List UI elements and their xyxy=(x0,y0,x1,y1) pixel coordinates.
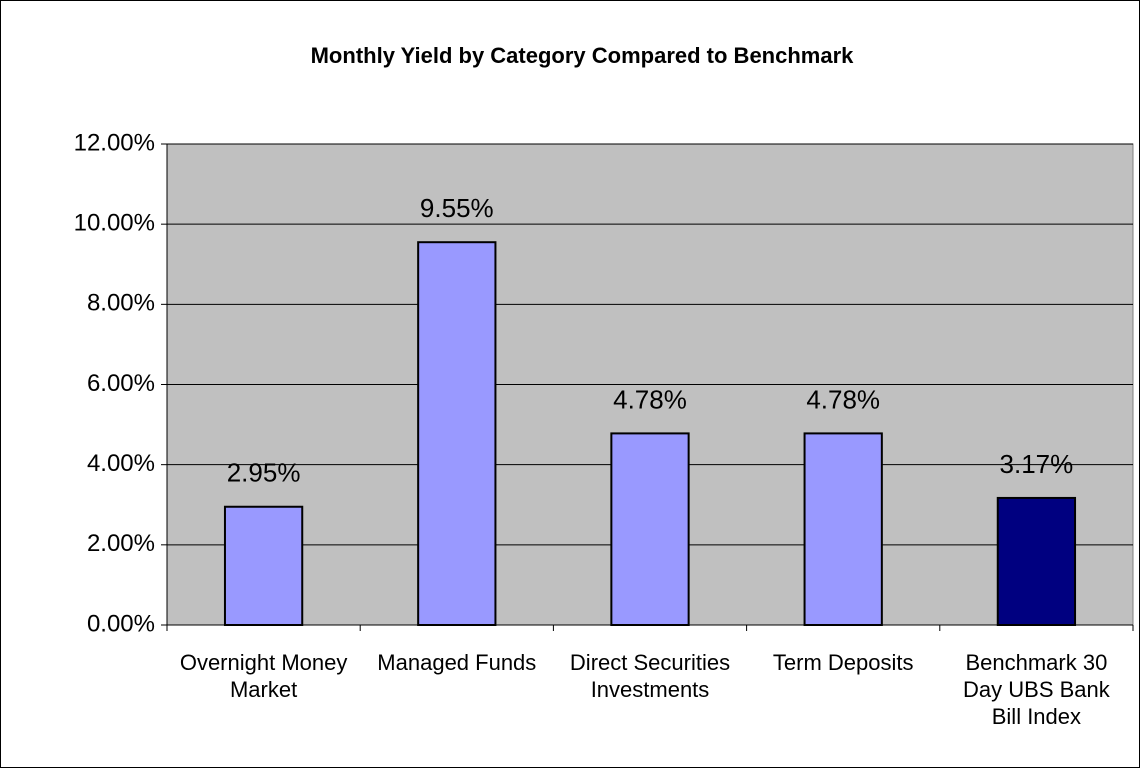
bar xyxy=(417,241,497,626)
x-tick-label: Benchmark 30 Day UBS Bank Bill Index xyxy=(963,650,1110,729)
bar xyxy=(996,496,1077,626)
y-tick-label: 4.00% xyxy=(87,450,155,477)
bar xyxy=(610,432,690,626)
y-tick-label: 0.00% xyxy=(87,610,155,637)
y-tick-label: 2.00% xyxy=(87,530,155,557)
bar xyxy=(803,432,883,626)
data-label: 2.95% xyxy=(227,458,301,488)
x-tick-label: Managed Funds xyxy=(377,650,537,675)
y-tick-label: 10.00% xyxy=(74,210,155,237)
y-tick-label: 6.00% xyxy=(87,370,155,397)
x-tick-label: Overnight Money Market xyxy=(179,650,348,702)
bar xyxy=(223,505,304,627)
data-label: 3.17% xyxy=(1000,449,1074,479)
y-tick-label: 12.00% xyxy=(74,129,155,156)
chart-title: Monthly Yield by Category Compared to Be… xyxy=(311,43,855,68)
data-label: 9.55% xyxy=(420,193,494,223)
x-tick-label: Direct Securities Investments xyxy=(569,650,731,702)
x-tick-label: Term Deposits xyxy=(772,650,914,675)
y-tick-label: 8.00% xyxy=(87,290,155,317)
data-label: 4.78% xyxy=(806,384,880,414)
data-label: 4.78% xyxy=(613,384,687,414)
